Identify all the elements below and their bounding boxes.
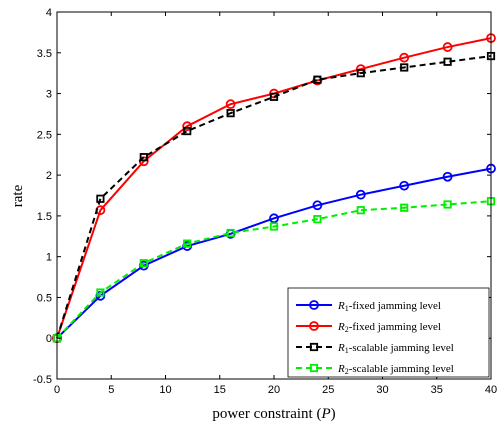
y-tick-label: 0 bbox=[46, 333, 52, 345]
data-point-marker bbox=[225, 99, 236, 110]
data-point-marker bbox=[269, 213, 279, 224]
legend-item: R1-scalable jamming level bbox=[296, 342, 454, 355]
x-tick-label: 15 bbox=[214, 384, 226, 396]
y-tick-label: 4 bbox=[46, 7, 52, 19]
data-point-marker bbox=[139, 153, 148, 162]
x-tick-label: 10 bbox=[159, 384, 171, 396]
legend-item: R2-fixed jamming level bbox=[296, 321, 441, 334]
x-axis-label: power constraint (P) bbox=[212, 406, 335, 422]
data-point-marker bbox=[309, 300, 319, 310]
data-point-marker bbox=[183, 239, 192, 248]
x-tick-label: 40 bbox=[485, 384, 497, 396]
data-point-marker bbox=[309, 342, 319, 352]
legend-label: R2-scalable jamming level bbox=[337, 363, 454, 376]
data-point-marker bbox=[309, 363, 319, 373]
data-point-marker bbox=[442, 42, 453, 52]
y-tick-label: 3.5 bbox=[37, 48, 52, 60]
y-tick-label: 0.5 bbox=[37, 292, 52, 304]
x-tick-label: 0 bbox=[54, 384, 60, 396]
legend-label: R1-scalable jamming level bbox=[337, 342, 454, 355]
x-tick-label: 5 bbox=[108, 384, 114, 396]
data-point-marker bbox=[313, 75, 322, 84]
data-point-marker bbox=[442, 171, 453, 182]
data-point-marker bbox=[96, 194, 105, 203]
legend-box bbox=[287, 287, 490, 378]
y-tick-label: 3 bbox=[46, 89, 52, 101]
series-line bbox=[56, 200, 492, 339]
data-point-marker bbox=[269, 92, 279, 101]
data-point-marker bbox=[182, 121, 193, 132]
y-tick-label: -0.5 bbox=[33, 374, 52, 386]
data-point-marker bbox=[356, 69, 365, 78]
tick-layer: 0 5 10 15 20 25 30 35 40-0.500.511.522.533.54 bbox=[33, 7, 497, 396]
data-point-marker bbox=[443, 200, 452, 209]
data-point-marker bbox=[355, 189, 366, 200]
legend-item: R1-fixed jamming level bbox=[296, 300, 441, 313]
series-3 bbox=[52, 51, 496, 343]
y-tick-label: 1 bbox=[46, 252, 52, 264]
legend-label: R1-fixed jamming level bbox=[337, 300, 441, 313]
y-tick-label: 2.5 bbox=[37, 129, 52, 141]
data-point-marker bbox=[443, 57, 452, 66]
data-point-marker bbox=[313, 215, 322, 224]
x-tick-label: 20 bbox=[268, 384, 280, 396]
data-point-marker bbox=[400, 63, 409, 72]
legend: R1-fixed jamming level R2-fixed jamming l… bbox=[287, 287, 490, 378]
data-point-marker bbox=[269, 222, 279, 231]
data-point-marker bbox=[312, 200, 323, 211]
data-point-marker bbox=[399, 52, 410, 63]
y-tick-label: 1.5 bbox=[37, 211, 52, 223]
data-point-marker bbox=[356, 206, 365, 215]
data-point-marker bbox=[400, 203, 409, 212]
data-point-marker bbox=[96, 288, 105, 297]
data-point-marker bbox=[183, 126, 192, 136]
data-point-marker bbox=[399, 180, 410, 191]
data-point-marker bbox=[309, 321, 319, 331]
x-tick-label: 30 bbox=[376, 384, 388, 396]
data-point-marker bbox=[139, 259, 148, 268]
data-point-marker bbox=[226, 109, 235, 118]
series-line bbox=[56, 167, 492, 339]
series-line bbox=[56, 55, 492, 339]
y-axis-label: rate bbox=[10, 184, 26, 207]
y-tick-label: 2 bbox=[46, 170, 52, 182]
x-tick-label: 35 bbox=[431, 384, 443, 396]
legend-label: R2-fixed jamming level bbox=[337, 321, 441, 334]
data-point-marker bbox=[226, 228, 235, 238]
x-tick-label: 25 bbox=[322, 384, 334, 396]
series-layer bbox=[52, 33, 496, 344]
legend-item: R2-scalable jamming level bbox=[296, 363, 454, 376]
